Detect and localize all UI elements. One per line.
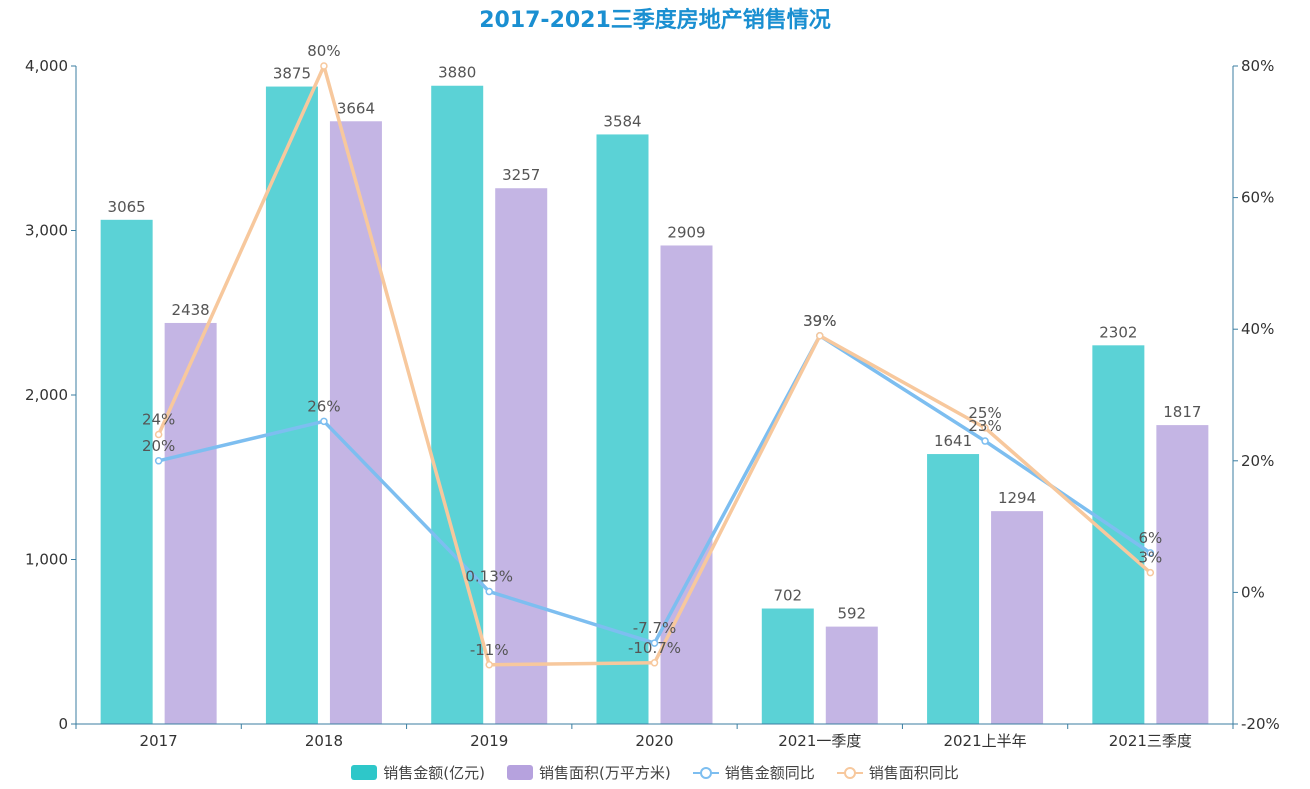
chart-canvas: 3065 3875 3880 3584 702 1641 2302 2438 3664 3257 2… [25,42,1280,750]
line-point [981,424,989,432]
bar [596,134,649,724]
line-label: 39% [803,312,836,330]
bar [991,511,1044,724]
y2-tick-label: 20% [1241,452,1274,470]
y-tick-label: 2,000 [25,386,68,404]
bar [761,608,814,724]
line-label: 3% [1138,549,1162,567]
x-tick-label: 2021三季度 [1109,732,1192,750]
bar-label: 2438 [172,301,210,319]
y-tick-label: 4,000 [25,57,68,75]
legend-item-area-yoy[interactable]: 销售面积同比 [836,762,959,783]
legend-marker-amount-yoy [692,765,719,780]
y2-tick-label: 40% [1241,320,1274,338]
bar-label: 1294 [998,489,1036,507]
bar-label: 3257 [502,166,540,184]
bar-label: 3065 [108,198,146,216]
bar-label: 2909 [667,223,705,241]
legend-item-amount-yoy[interactable]: 销售金额同比 [692,762,815,783]
line-point [1146,549,1155,557]
line-label: 80% [307,42,340,60]
bar [660,245,713,725]
line-label: 20% [142,437,175,455]
y2-tick-label: 0% [1241,583,1265,601]
y-tick-label: 0 [58,715,68,733]
y-tick-label: 1,000 [25,551,68,569]
x-tick-label: 2018 [305,732,343,750]
line-label: 26% [307,397,340,415]
line-point [320,417,328,426]
bar-label: 3875 [273,65,311,83]
bar-label: 1641 [934,432,972,450]
x-tick-label: 2021一季度 [778,732,861,750]
legend-label-amount: 销售金额(亿元) [383,764,485,782]
line-label: -11% [470,641,509,659]
legend-label-area-yoy: 销售面积同比 [868,764,959,782]
bar [265,86,318,724]
bar-label: 1817 [1163,403,1201,421]
bar-label: 3584 [603,112,641,130]
bar [100,219,153,724]
line-label: 39% [803,312,836,330]
legend-label-area: 销售面积(万平方米) [538,764,671,782]
bar-label: 3664 [337,99,375,117]
line-label: 25% [968,404,1001,422]
line-label: -7.7% [633,619,677,637]
line-label: 6% [1138,529,1162,547]
bar [1092,345,1145,724]
line-label: 24% [142,410,175,428]
y2-tick-label: 60% [1241,189,1274,207]
bar [1156,425,1209,724]
line-point [320,62,328,70]
line-point [154,457,163,465]
bar [164,322,217,724]
bar-label: 702 [773,587,802,605]
y2-tick-label: 80% [1241,57,1274,75]
x-tick-label: 2020 [635,732,673,750]
bar [825,626,878,724]
legend-swatch-amount [351,765,378,780]
chart-title: 2017-2021三季度房地产销售情况 [479,8,831,33]
bar [927,454,980,724]
line-point [485,587,493,596]
x-tick-label: 2019 [470,732,508,750]
bar [431,85,484,725]
line-point [1146,568,1155,577]
line-label: 23% [968,417,1001,435]
line-point [816,332,824,340]
y2-tick-label: -20% [1241,715,1280,733]
bar-label: 592 [837,605,866,623]
x-tick-label: 2021上半年 [943,732,1026,750]
line-point [650,659,659,667]
legend-item-amount[interactable]: 销售金额(亿元) [351,762,485,783]
bar [495,188,548,724]
line-label: -10.7% [628,639,681,657]
legend: 销售金额(亿元) 销售面积(万平方米) 销售金额同比 销售面积同比 [0,762,1310,783]
legend-label-amount-yoy: 销售金额同比 [724,764,815,782]
bar-label: 3880 [438,64,476,82]
line-point [485,661,493,669]
line-point [981,437,989,445]
x-tick-label: 2017 [140,732,178,750]
line-point [650,639,659,647]
bar-label: 2302 [1099,323,1137,341]
line-point [154,430,163,439]
bar [329,121,382,725]
legend-item-area[interactable]: 销售面积(万平方米) [506,762,671,783]
legend-marker-area-yoy [836,765,863,780]
y-tick-label: 3,000 [25,222,68,240]
line-label: 0.13% [465,568,513,586]
legend-swatch-area [506,765,533,780]
